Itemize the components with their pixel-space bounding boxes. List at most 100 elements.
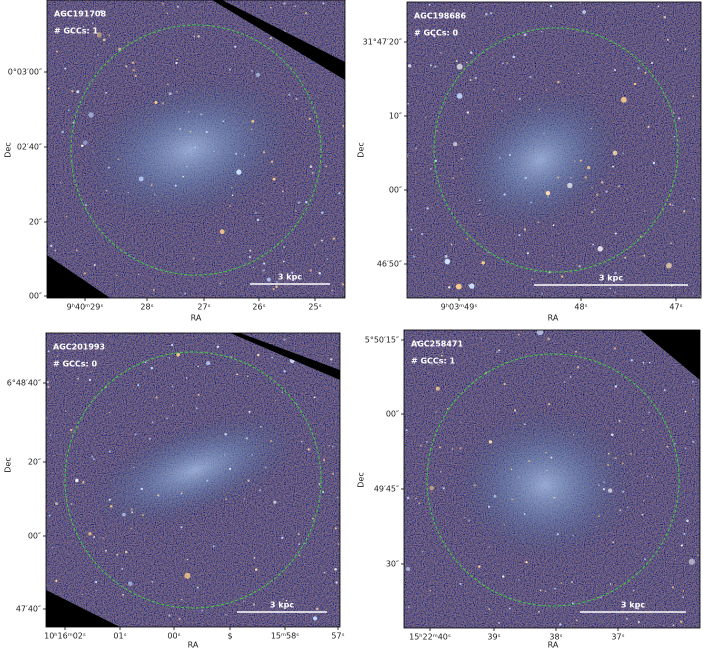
star bbox=[444, 258, 451, 265]
star bbox=[224, 432, 227, 436]
star bbox=[166, 12, 169, 15]
y-axis-label: Dec bbox=[4, 142, 13, 157]
star bbox=[597, 484, 600, 487]
star bbox=[692, 292, 695, 294]
star bbox=[434, 65, 437, 68]
star bbox=[478, 213, 481, 216]
y-tick-label: 00″ bbox=[386, 410, 399, 419]
star bbox=[294, 5, 296, 7]
star bbox=[229, 205, 231, 208]
star bbox=[478, 565, 481, 568]
x-tick-label: 25ˢ bbox=[308, 303, 321, 312]
star bbox=[498, 349, 500, 352]
star bbox=[249, 249, 252, 252]
star bbox=[406, 496, 410, 500]
star bbox=[285, 599, 288, 602]
star bbox=[46, 417, 48, 420]
star bbox=[325, 165, 328, 167]
star bbox=[621, 462, 624, 465]
star bbox=[614, 291, 616, 293]
star bbox=[47, 350, 50, 353]
star bbox=[441, 351, 444, 353]
star bbox=[633, 82, 637, 86]
star bbox=[591, 187, 593, 189]
x-tick-label: $ bbox=[227, 632, 232, 641]
star bbox=[331, 289, 334, 292]
star bbox=[607, 463, 610, 466]
star bbox=[81, 144, 84, 148]
star bbox=[216, 345, 220, 348]
galaxy bbox=[455, 410, 635, 560]
star bbox=[453, 8, 456, 11]
star bbox=[677, 117, 681, 120]
star bbox=[270, 440, 273, 443]
star bbox=[469, 51, 473, 54]
image bbox=[404, 330, 700, 628]
star bbox=[298, 543, 301, 546]
star bbox=[439, 51, 442, 54]
star bbox=[224, 454, 226, 456]
star bbox=[440, 354, 443, 357]
star bbox=[282, 598, 284, 600]
star bbox=[428, 3, 431, 6]
star bbox=[528, 459, 531, 463]
star bbox=[652, 161, 656, 165]
star bbox=[644, 71, 647, 74]
star bbox=[222, 120, 225, 123]
star bbox=[297, 201, 301, 204]
star bbox=[55, 579, 58, 583]
panel: 3 kpc AGC258471 # GCCs: 1 15ʰ22ᵐ40ˢ 39ˢ 38ˢ 37… bbox=[357, 329, 701, 648]
x-tick-label: 26ˢ bbox=[252, 303, 265, 312]
galaxy-name: AGC201993 bbox=[53, 343, 105, 352]
star bbox=[674, 559, 676, 561]
star bbox=[529, 75, 532, 79]
star bbox=[473, 484, 477, 487]
star bbox=[251, 119, 255, 123]
star bbox=[197, 365, 199, 368]
star bbox=[570, 177, 572, 179]
star bbox=[466, 237, 469, 240]
star bbox=[553, 496, 556, 499]
star bbox=[420, 232, 424, 236]
star bbox=[336, 496, 339, 499]
star bbox=[262, 151, 266, 154]
star bbox=[262, 202, 264, 205]
star bbox=[518, 97, 521, 101]
x-axis-label: RA bbox=[548, 641, 559, 648]
star bbox=[195, 407, 198, 409]
galaxy-name: AGC191708 bbox=[54, 10, 106, 19]
star bbox=[320, 239, 323, 242]
star bbox=[234, 45, 237, 48]
star bbox=[284, 30, 286, 32]
x-tick-label: 9ʰ03ᵐ49ˢ bbox=[441, 303, 478, 312]
star bbox=[132, 69, 135, 72]
star bbox=[320, 148, 322, 150]
star bbox=[88, 378, 92, 381]
star bbox=[490, 12, 493, 15]
star bbox=[682, 596, 684, 598]
star bbox=[605, 190, 608, 193]
star bbox=[448, 286, 451, 289]
star bbox=[496, 351, 498, 353]
star bbox=[641, 513, 644, 516]
star bbox=[176, 352, 181, 357]
x-tick-label: 47ˢ bbox=[669, 303, 682, 312]
star bbox=[165, 417, 168, 420]
star bbox=[127, 581, 133, 586]
galaxy bbox=[82, 76, 298, 224]
star bbox=[122, 593, 125, 596]
star bbox=[176, 58, 179, 61]
star bbox=[415, 172, 417, 174]
star bbox=[150, 366, 154, 370]
star bbox=[576, 619, 578, 622]
star bbox=[456, 63, 463, 70]
star bbox=[154, 101, 158, 105]
star bbox=[186, 558, 189, 561]
star bbox=[56, 355, 59, 357]
star bbox=[452, 176, 455, 179]
star bbox=[65, 215, 68, 218]
star bbox=[518, 476, 520, 478]
star bbox=[49, 434, 52, 436]
y-tick-label: 49′45″ bbox=[374, 485, 399, 494]
star bbox=[105, 91, 108, 94]
